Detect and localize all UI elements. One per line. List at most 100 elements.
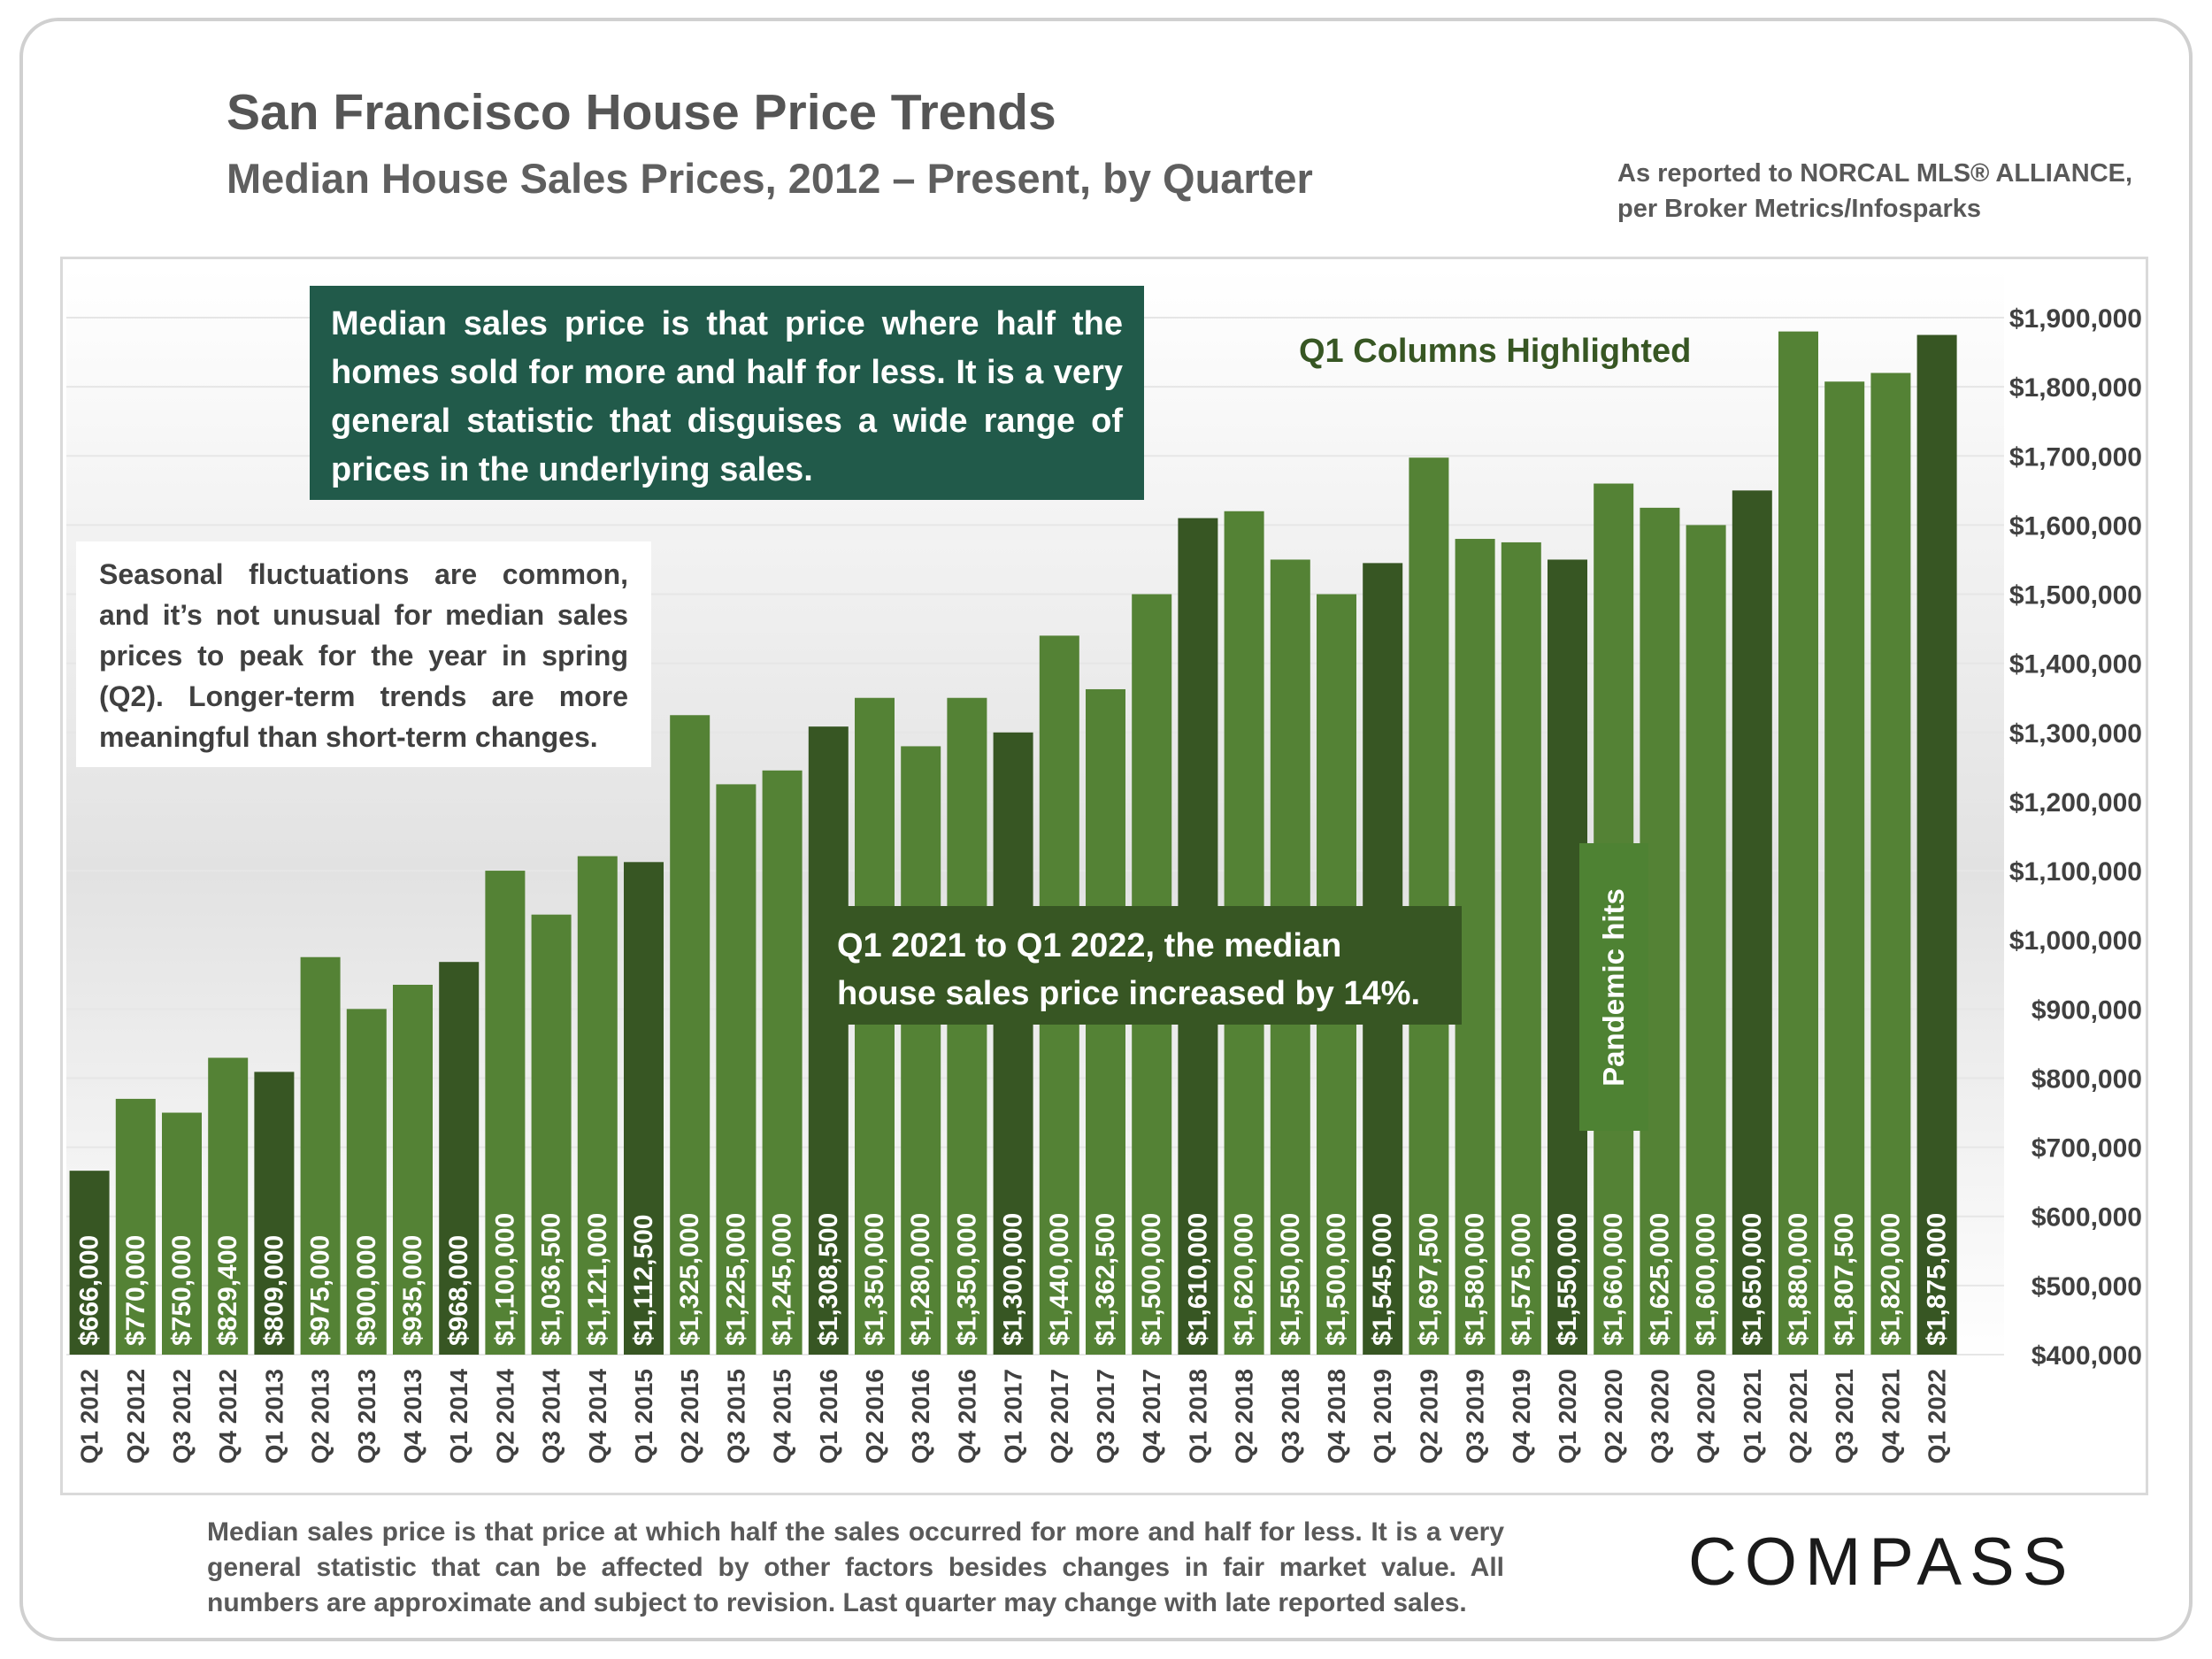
x-tick-label: Q1 2014 <box>445 1369 472 1464</box>
bar-value-label: $1,350,000 <box>860 1213 889 1346</box>
bar-value-label: $1,308,500 <box>814 1213 843 1346</box>
y-tick-label: $1,400,000 <box>2009 650 2142 680</box>
bar-value-label: $1,600,000 <box>1692 1213 1721 1346</box>
bar-value-label: $1,225,000 <box>721 1213 750 1346</box>
y-tick-label: $1,900,000 <box>2009 304 2142 334</box>
bar <box>1686 525 1726 1355</box>
x-tick-label: Q4 2014 <box>584 1369 611 1464</box>
bar <box>393 984 433 1355</box>
x-tick-label: Q4 2013 <box>399 1369 426 1463</box>
bar <box>162 1112 202 1355</box>
x-tick-label: Q2 2020 <box>1600 1369 1627 1463</box>
bar <box>855 697 895 1355</box>
bar-value-label: $1,112,500 <box>629 1215 658 1347</box>
y-axis-labels: $400,000 $500,000 $600,000 $700,000 $800,000… <box>2009 304 2142 1371</box>
y-tick-label: $1,300,000 <box>2009 719 2142 749</box>
page-title: San Francisco House Price Trends <box>227 84 1056 141</box>
q1-highlight-label: Q1 Columns Highlighted <box>1299 333 1692 370</box>
footnote: Median sales price is that price at whic… <box>207 1517 1504 1617</box>
bar <box>670 715 710 1355</box>
bar-value-label: $1,100,000 <box>490 1213 519 1346</box>
y-tick-label: $900,000 <box>2032 995 2142 1025</box>
y-tick-label: $1,200,000 <box>2009 788 2142 818</box>
y-tick-label: $1,600,000 <box>2009 511 2142 541</box>
x-tick-label: Q3 2015 <box>722 1369 749 1463</box>
bar-value-label: $666,000 <box>75 1235 104 1346</box>
y-tick-label: $1,500,000 <box>2009 581 2142 611</box>
bar-value-label: $1,362,500 <box>1091 1213 1120 1346</box>
bar-value-label: $1,121,000 <box>583 1213 612 1346</box>
bar <box>300 956 341 1355</box>
bar <box>69 1171 110 1355</box>
x-tick-label: Q1 2021 <box>1739 1369 1766 1463</box>
x-tick-label: Q1 2013 <box>260 1369 288 1463</box>
bar <box>716 784 757 1355</box>
x-tick-label: Q4 2020 <box>1693 1369 1720 1463</box>
x-tick-label: Q3 2017 <box>1092 1369 1119 1463</box>
bar-value-label: $809,000 <box>259 1235 288 1346</box>
x-axis-labels: Q1 2012 Q2 2012 Q3 2012 Q4 2012 Q1 2013 Q2 20… <box>76 1369 1951 1464</box>
bar <box>901 746 941 1355</box>
x-tick-label: Q4 2018 <box>1323 1369 1350 1463</box>
bar-value-label: $829,400 <box>213 1235 242 1346</box>
bar-value-label: $1,550,000 <box>1553 1213 1582 1346</box>
source-line-1: As reported to NORCAL MLS® ALLIANCE, <box>1617 159 2133 188</box>
x-tick-label: Q1 2022 <box>1924 1369 1951 1463</box>
y-tick-label: $600,000 <box>2032 1203 2142 1233</box>
bar <box>808 726 849 1355</box>
bar <box>254 1071 295 1355</box>
bar-value-label: $1,575,000 <box>1507 1213 1536 1346</box>
x-tick-label: Q2 2013 <box>307 1369 334 1463</box>
x-tick-label: Q2 2012 <box>122 1369 150 1463</box>
x-tick-label: Q1 2017 <box>1000 1369 1027 1463</box>
pandemic-note-label: Pandemic hits <box>1597 887 1631 1087</box>
bar-value-label: $770,000 <box>121 1235 150 1346</box>
bar-value-label: $1,350,000 <box>952 1213 981 1346</box>
source-note: As reported to NORCAL MLS® ALLIANCE, per… <box>1617 156 2132 227</box>
bar <box>624 862 664 1355</box>
x-tick-label: Q4 2015 <box>769 1369 796 1463</box>
x-tick-label: Q2 2017 <box>1046 1369 1073 1463</box>
bar <box>762 770 803 1355</box>
x-tick-label: Q3 2019 <box>1462 1369 1489 1463</box>
x-tick-label: Q4 2012 <box>214 1369 242 1463</box>
bar-value-label: $1,550,000 <box>1276 1213 1305 1346</box>
y-tick-label: $400,000 <box>2032 1341 2142 1371</box>
y-tick-label: $700,000 <box>2032 1134 2142 1164</box>
bar-value-label: $1,650,000 <box>1738 1213 1767 1346</box>
bar <box>1870 373 1911 1356</box>
bar-value-label: $1,545,000 <box>1368 1213 1397 1346</box>
bar-value-label: $1,036,500 <box>537 1213 566 1346</box>
bar-value-labels: $666,000 $770,000 $750,000 $829,400 $809,000… <box>75 1213 1952 1346</box>
x-tick-label: Q3 2016 <box>907 1369 934 1463</box>
x-tick-label: Q4 2016 <box>953 1369 980 1463</box>
bar <box>1455 539 1495 1355</box>
y-tick-label: $800,000 <box>2032 1064 2142 1094</box>
bar <box>208 1057 249 1355</box>
bar-value-label: $1,300,000 <box>999 1213 1028 1346</box>
bar-value-label: $1,807,500 <box>1830 1213 1859 1346</box>
bar-value-label: $1,660,000 <box>1599 1213 1628 1346</box>
x-tick-label: Q1 2015 <box>630 1369 657 1463</box>
x-tick-label: Q2 2016 <box>861 1369 888 1463</box>
x-tick-label: Q1 2012 <box>76 1369 104 1463</box>
y-tick-label: $1,100,000 <box>2009 857 2142 887</box>
bar-value-label: $1,620,000 <box>1230 1213 1259 1346</box>
bar <box>1501 541 1541 1355</box>
x-tick-label: Q1 2018 <box>1184 1369 1211 1463</box>
y-tick-label: $1,000,000 <box>2009 926 2142 956</box>
y-tick-label: $500,000 <box>2032 1272 2142 1302</box>
growth-note: Q1 2021 to Q1 2022, the median house sal… <box>818 906 1462 1025</box>
x-tick-label: Q3 2021 <box>1831 1369 1858 1463</box>
bar-value-label: $900,000 <box>352 1235 381 1346</box>
bar-value-label: $750,000 <box>167 1235 196 1346</box>
bar-value-label: $1,697,500 <box>1414 1213 1443 1346</box>
bar-value-label: $968,000 <box>444 1235 473 1346</box>
x-tick-label: Q3 2018 <box>1277 1369 1304 1463</box>
bar-value-label: $1,500,000 <box>1137 1213 1166 1346</box>
x-tick-label: Q4 2019 <box>1508 1369 1535 1463</box>
x-tick-label: Q3 2013 <box>353 1369 380 1463</box>
bar-value-label: $1,500,000 <box>1322 1213 1351 1346</box>
x-tick-label: Q2 2014 <box>491 1369 518 1464</box>
median-definition-note: Median sales price is that price where h… <box>310 286 1144 500</box>
